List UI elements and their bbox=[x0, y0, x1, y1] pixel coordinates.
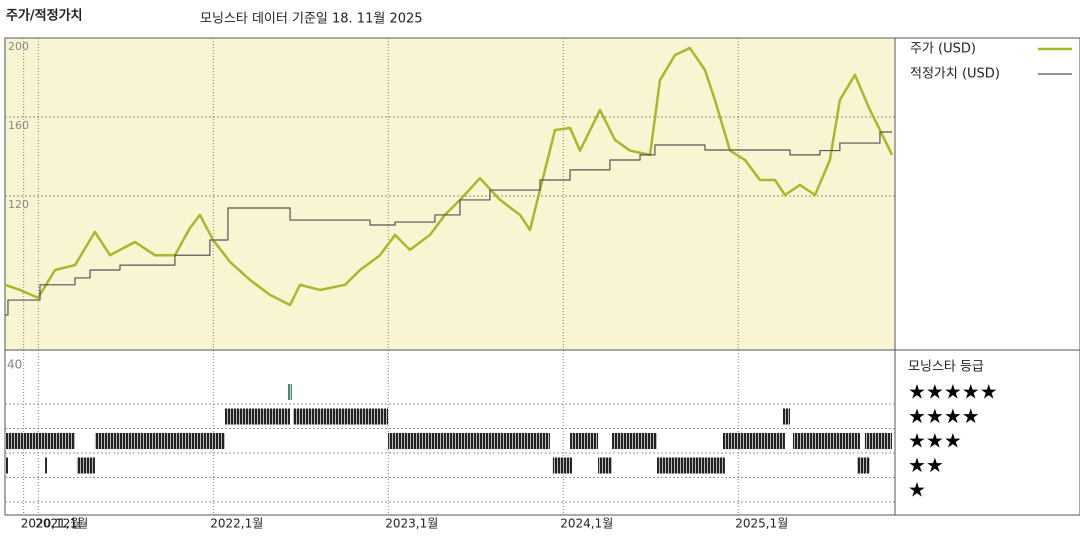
rating-title: 모닝스타 등급 bbox=[908, 360, 984, 375]
rating-bar bbox=[94, 433, 225, 449]
legend-label: 주가 (USD) bbox=[910, 42, 976, 57]
rating-label: ★ bbox=[908, 478, 926, 502]
rating-bar bbox=[76, 457, 95, 474]
x-tick-label: 2025,1월 bbox=[735, 517, 788, 531]
rating-bar bbox=[287, 384, 292, 400]
x-tick-label: 2022,1월 bbox=[210, 517, 263, 531]
plot-background bbox=[5, 38, 895, 350]
x-tick-label: 2020,12월 bbox=[21, 517, 82, 531]
rating-bar bbox=[783, 408, 791, 425]
rating-bar bbox=[388, 433, 550, 449]
rating-bar bbox=[722, 433, 785, 449]
rating-bar bbox=[612, 433, 658, 449]
y-tick-label: 160 bbox=[8, 119, 29, 132]
chart-subtitle: 모닝스타 데이터 기준일 18. 11월 2025 bbox=[200, 12, 423, 27]
x-tick-label: 2021,1월 bbox=[35, 517, 88, 531]
rating-bar bbox=[293, 408, 389, 425]
chart-title: 주가/적정가치 bbox=[6, 8, 83, 24]
rating-bar bbox=[570, 433, 599, 449]
rating-bar bbox=[864, 433, 893, 449]
rating-bar bbox=[224, 408, 291, 425]
series-line bbox=[4, 46, 894, 307]
x-tick-label: 2024,1월 bbox=[560, 517, 613, 531]
y-tick-label: 200 bbox=[8, 40, 29, 53]
rating-bar bbox=[792, 433, 861, 449]
rating-bar bbox=[5, 457, 8, 474]
rating-bar bbox=[45, 457, 47, 474]
x-tick-label: 2023,1월 bbox=[385, 517, 438, 531]
series-line bbox=[5, 131, 893, 316]
legend-label: 적정가치 (USD) bbox=[910, 67, 1000, 82]
rating-bar bbox=[857, 457, 870, 474]
rating-bar bbox=[598, 457, 613, 474]
rating-label: ★★★★ bbox=[908, 404, 980, 428]
rating-axis-label: 40 bbox=[7, 358, 22, 372]
rating-bar bbox=[552, 457, 572, 474]
rating-label: ★★★★★ bbox=[908, 380, 998, 404]
y-tick-label: 120 bbox=[8, 198, 29, 211]
rating-bar bbox=[657, 457, 725, 474]
rating-bar bbox=[5, 433, 75, 449]
rating-label: ★★★ bbox=[908, 429, 962, 453]
rating-label: ★★ bbox=[908, 453, 944, 477]
